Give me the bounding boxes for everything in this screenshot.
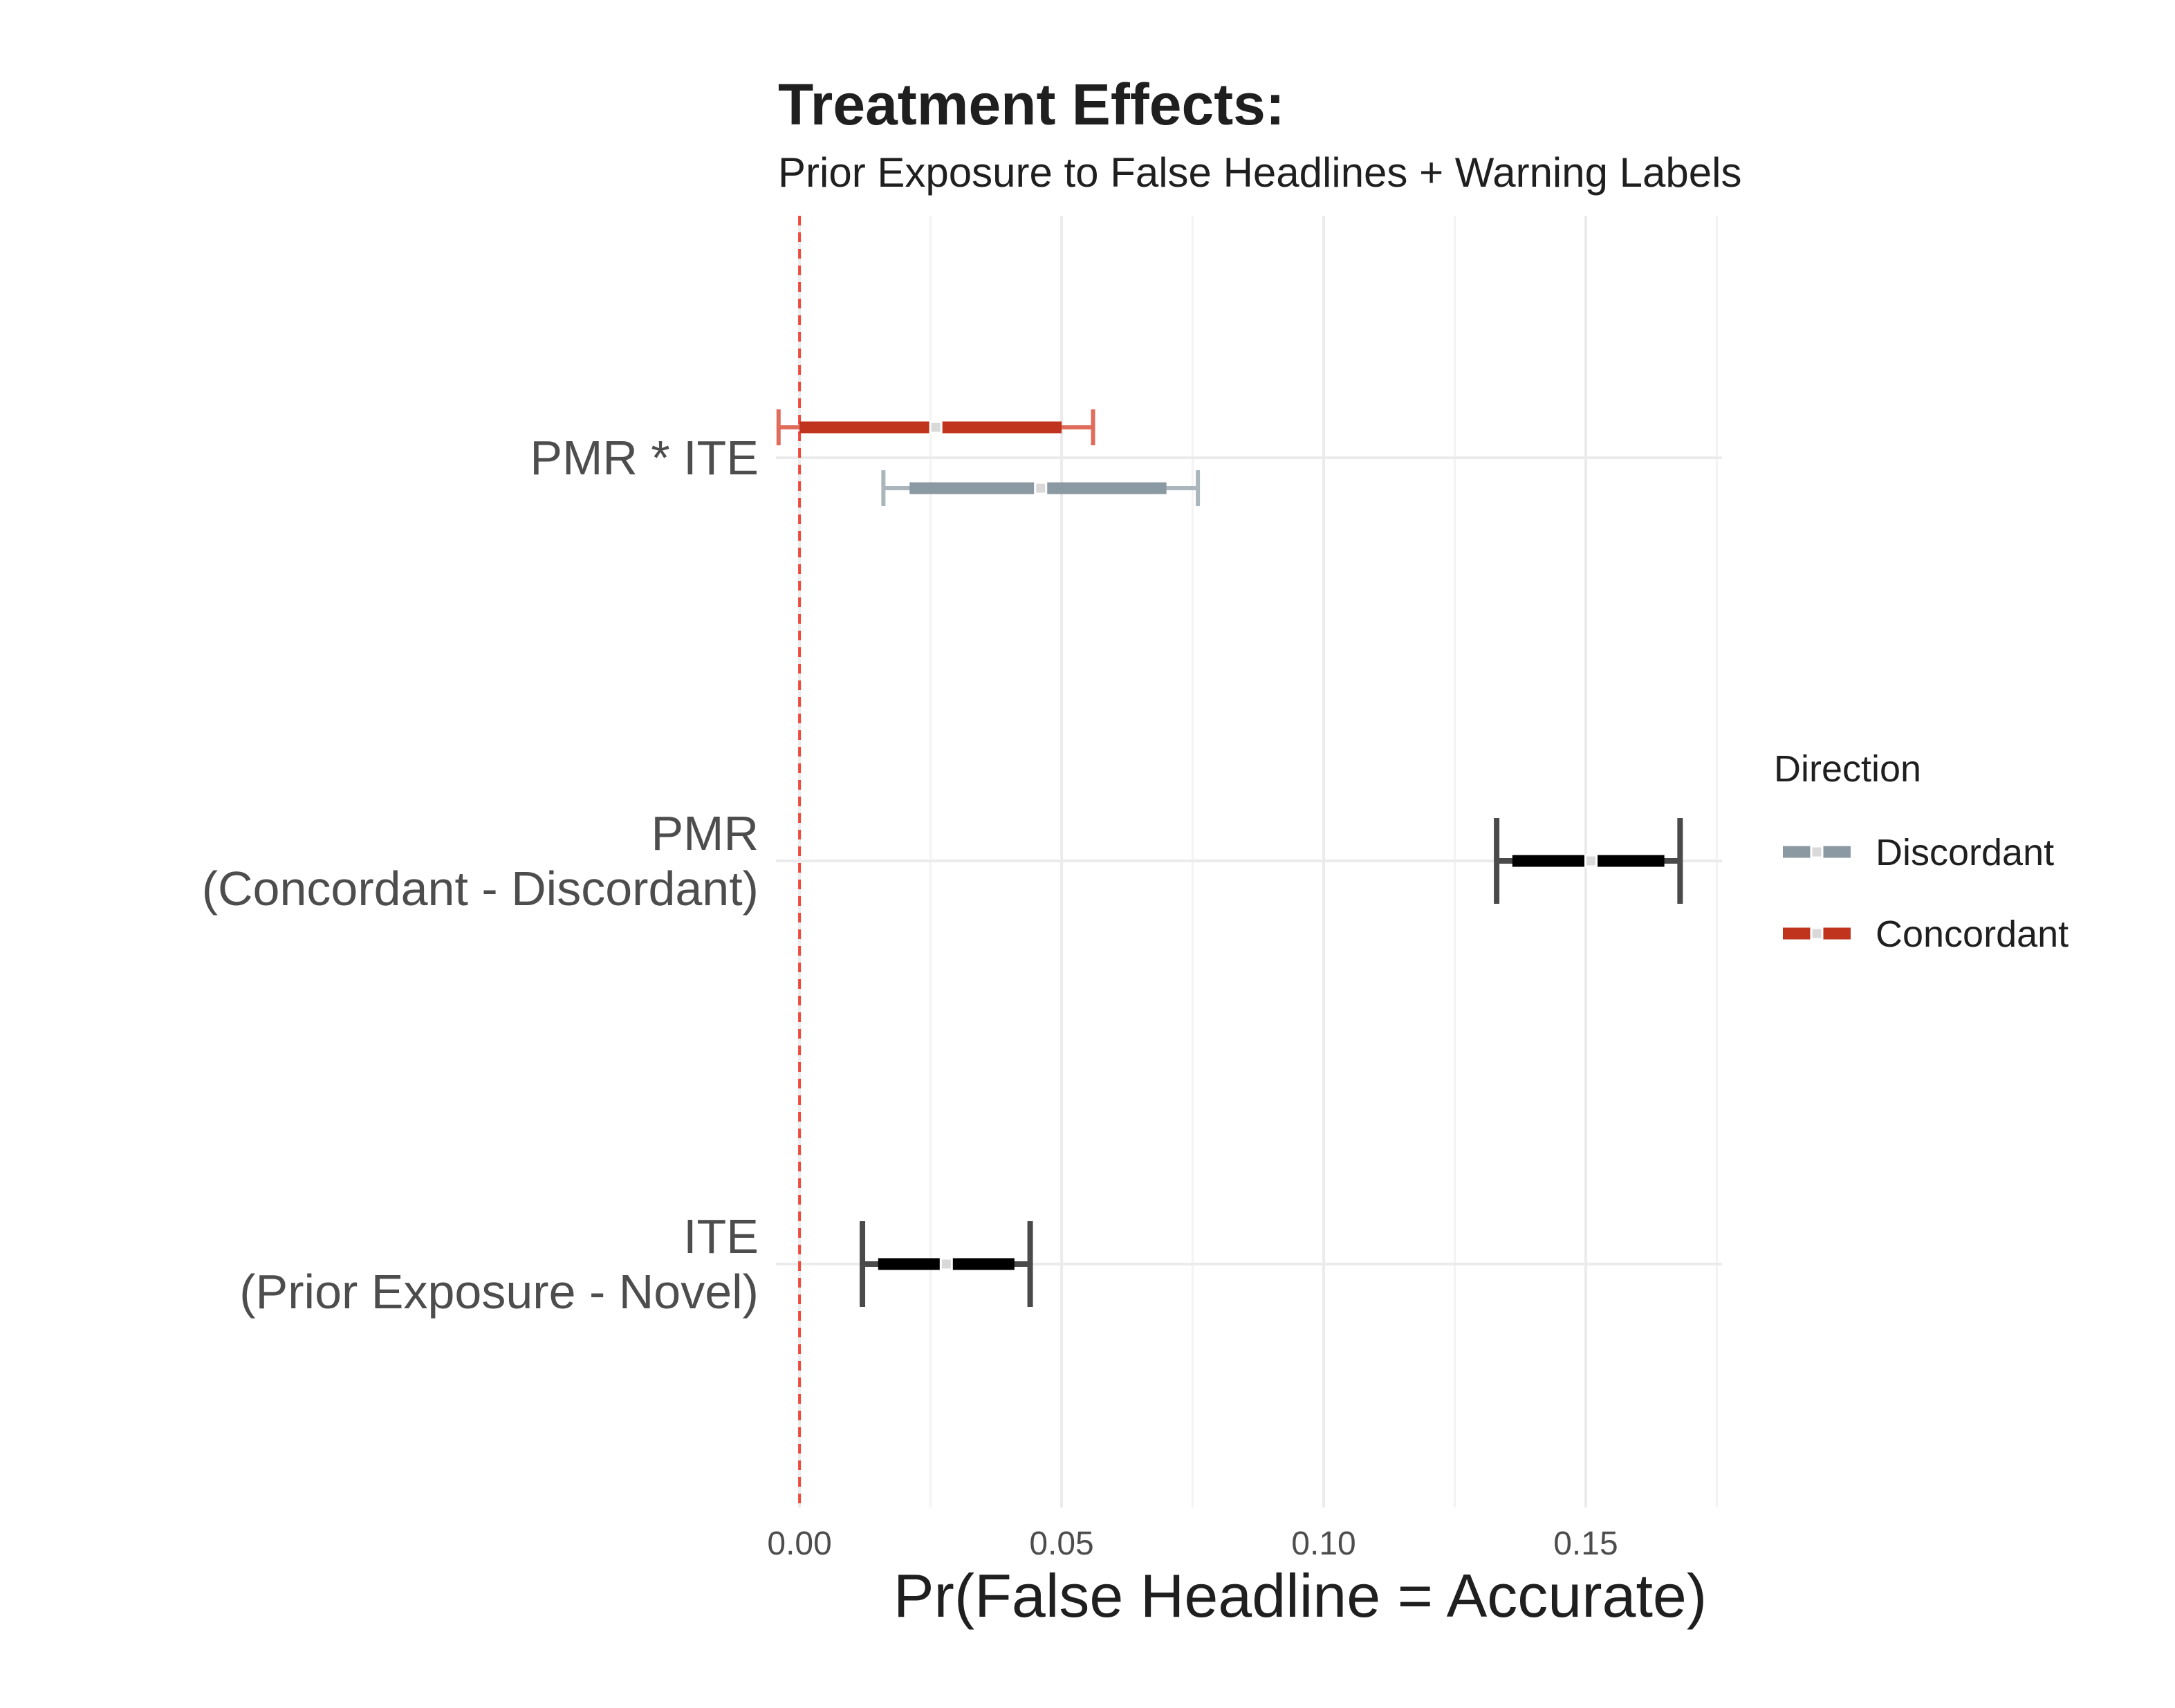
y-label-ite: (Prior Exposure - Novel) bbox=[239, 1265, 759, 1319]
estimate-marks bbox=[776, 409, 1683, 1307]
legend-label-discordant: Discordant bbox=[1876, 832, 2054, 873]
legend-key-point bbox=[1810, 845, 1824, 859]
legend-label-concordant: Concordant bbox=[1876, 913, 2068, 955]
x-axis-ticks: 0.00 0.05 0.10 0.15 bbox=[767, 1525, 1618, 1562]
point-estimate-pmr_ite-discordant bbox=[1034, 481, 1048, 495]
point-estimate-pmr bbox=[1584, 854, 1598, 868]
y-axis-labels: PMR * ITE PMR (Concordant - Discordant) IT… bbox=[202, 431, 759, 1319]
legend: Direction Discordant Concordant bbox=[1774, 748, 2068, 955]
y-label-pmr: PMR bbox=[651, 806, 759, 860]
x-tick-label: 0.05 bbox=[1029, 1525, 1093, 1562]
chart-subtitle: Prior Exposure to False Headlines + Warn… bbox=[778, 149, 1741, 196]
point-estimate-pmr_ite-concordant bbox=[929, 420, 943, 434]
legend-key-point bbox=[1810, 927, 1824, 940]
x-tick-label: 0.10 bbox=[1291, 1525, 1355, 1562]
chart-title: Treatment Effects: bbox=[778, 72, 1285, 137]
y-label-pmr: (Concordant - Discordant) bbox=[202, 862, 759, 916]
x-tick-label: 0.15 bbox=[1553, 1525, 1618, 1562]
x-axis-title: Pr(False Headline = Accurate) bbox=[894, 1561, 1707, 1630]
y-label-pmr_ite: PMR * ITE bbox=[530, 431, 759, 485]
legend-items: Discordant Concordant bbox=[1783, 832, 2068, 955]
legend-title: Direction bbox=[1774, 748, 1921, 790]
y-label-ite: ITE bbox=[683, 1209, 759, 1263]
point-estimate-ite bbox=[939, 1257, 953, 1271]
x-tick-label: 0.00 bbox=[767, 1525, 831, 1562]
